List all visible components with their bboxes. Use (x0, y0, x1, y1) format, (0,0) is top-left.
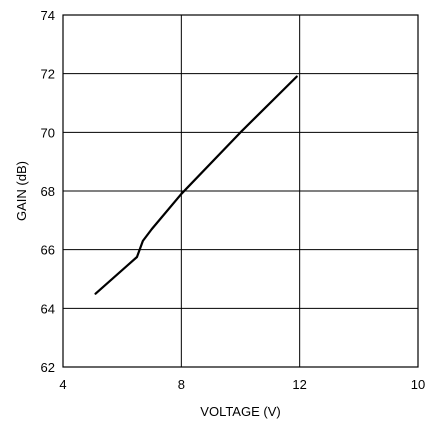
y-tick-labels: 62 64 66 68 70 72 74 (41, 8, 55, 375)
x-tick-label: 4 (59, 377, 66, 392)
y-tick-label: 68 (41, 184, 55, 199)
y-tick-label: 62 (41, 360, 55, 375)
y-tick-label: 64 (41, 301, 55, 316)
grid-lines (63, 15, 418, 367)
x-tick-label: 12 (292, 377, 306, 392)
gain-curve-line (94, 75, 298, 295)
x-axis-label: VOLTAGE (V) (200, 404, 280, 419)
series-layer (94, 75, 298, 295)
y-tick-label: 70 (41, 125, 55, 140)
y-tick-label: 66 (41, 243, 55, 258)
y-axis-label: GAIN (dB) (14, 161, 29, 221)
y-tick-label: 74 (41, 8, 55, 23)
x-tick-labels: 4 8 12 10 (59, 377, 425, 392)
y-tick-label: 72 (41, 67, 55, 82)
x-tick-label: 10 (411, 377, 425, 392)
plot-area-frame (62, 14, 419, 368)
x-tick-label: 8 (178, 377, 185, 392)
